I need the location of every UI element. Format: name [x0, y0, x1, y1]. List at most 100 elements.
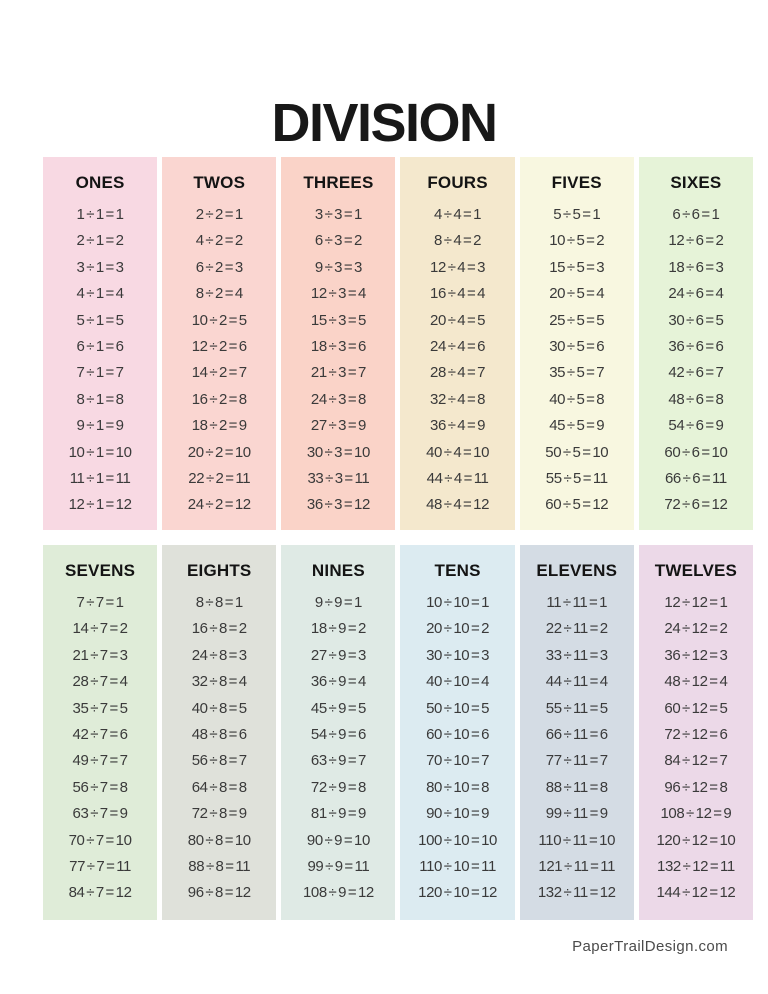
division-fact: 33 ÷ 3 = 11 [307, 470, 370, 488]
division-fact: 88 ÷ 11 = 8 [545, 778, 608, 796]
division-fact: 12 ÷ 3 = 4 [310, 285, 366, 303]
division-fact: 10 ÷ 10 = 1 [426, 594, 490, 611]
division-fact: 45 ÷ 5 = 9 [549, 417, 605, 435]
division-fact: 40 ÷ 4 = 10 [426, 443, 490, 461]
division-fact: 20 ÷ 10 = 2 [426, 620, 490, 638]
division-fact: 108 ÷ 9 = 12 [302, 884, 374, 902]
division-fact: 56 ÷ 8 = 7 [191, 752, 247, 770]
division-fact: 15 ÷ 5 = 3 [549, 258, 605, 276]
division-fact: 9 ÷ 1 = 9 [76, 417, 124, 435]
division-fact: 90 ÷ 10 = 9 [426, 805, 490, 823]
division-fact: 11 ÷ 1 = 11 [69, 470, 131, 488]
division-fact: 8 ÷ 2 = 4 [195, 285, 243, 303]
division-fact: 110 ÷ 11 = 10 [538, 831, 616, 849]
site-credit: PaperTrailDesign.com [572, 938, 728, 955]
division-fact: 4 ÷ 2 = 2 [195, 232, 243, 250]
table-sevens: SEVENS 7 ÷ 7 = 1 14 ÷ 7 = 2 21 ÷ 7 = 3 28 ÷ … [43, 545, 158, 920]
division-fact: 7 ÷ 7 = 1 [76, 594, 124, 611]
table-threes: THREES 3 ÷ 3 = 1 6 ÷ 3 = 2 9 ÷ 3 = 3 12 ÷ 3 … [281, 157, 396, 530]
division-fact: 22 ÷ 11 = 2 [545, 620, 608, 638]
division-fact: 36 ÷ 12 = 3 [664, 646, 728, 664]
division-fact: 15 ÷ 3 = 5 [310, 311, 366, 329]
division-fact: 99 ÷ 11 = 9 [545, 805, 608, 823]
division-fact: 60 ÷ 10 = 6 [426, 726, 490, 744]
division-fact: 7 ÷ 1 = 7 [76, 364, 124, 382]
division-fact: 48 ÷ 12 = 4 [664, 673, 728, 691]
division-fact: 6 ÷ 3 = 2 [314, 232, 362, 250]
division-fact: 27 ÷ 3 = 9 [310, 417, 366, 435]
division-fact: 18 ÷ 9 = 2 [310, 620, 366, 638]
table-title: ONES [75, 173, 125, 192]
table-tens: TENS 10 ÷ 10 = 1 20 ÷ 10 = 2 30 ÷ 10 = 3 40 … [400, 545, 515, 920]
division-fact: 3 ÷ 3 = 1 [314, 206, 362, 223]
table-title: ELEVENS [536, 561, 618, 580]
division-fact: 48 ÷ 4 = 12 [426, 496, 490, 514]
division-fact: 24 ÷ 12 = 2 [664, 620, 728, 638]
division-fact: 30 ÷ 5 = 6 [549, 338, 605, 356]
page-title: DIVISION [271, 93, 498, 154]
division-fact: 66 ÷ 6 = 11 [664, 470, 727, 488]
division-fact: 48 ÷ 6 = 8 [668, 390, 724, 408]
division-fact: 10 ÷ 2 = 5 [191, 311, 247, 329]
division-fact: 60 ÷ 12 = 5 [664, 699, 728, 717]
division-fact: 70 ÷ 7 = 10 [68, 831, 132, 849]
division-fact: 5 ÷ 1 = 5 [76, 311, 124, 329]
division-fact: 9 ÷ 9 = 1 [314, 594, 362, 611]
division-fact: 16 ÷ 4 = 4 [430, 285, 486, 303]
division-fact: 88 ÷ 8 = 11 [188, 858, 251, 876]
division-fact: 32 ÷ 4 = 8 [430, 390, 486, 408]
division-fact: 16 ÷ 2 = 8 [191, 390, 247, 408]
division-fact: 21 ÷ 7 = 3 [72, 646, 128, 664]
division-fact: 110 ÷ 10 = 11 [419, 858, 496, 876]
division-fact: 14 ÷ 2 = 7 [191, 364, 247, 382]
division-fact: 24 ÷ 3 = 8 [310, 390, 366, 408]
division-fact: 96 ÷ 12 = 8 [664, 778, 728, 796]
division-fact: 121 ÷ 11 = 11 [538, 858, 616, 876]
division-fact: 28 ÷ 4 = 7 [430, 364, 486, 382]
division-fact: 21 ÷ 3 = 7 [310, 364, 366, 382]
division-fact: 100 ÷ 10 = 10 [418, 831, 497, 849]
table-title: TWOS [193, 173, 246, 192]
division-fact: 55 ÷ 5 = 11 [545, 470, 608, 488]
table-title: FIVES [551, 173, 602, 192]
division-fact: 72 ÷ 8 = 9 [191, 805, 247, 823]
division-fact: 120 ÷ 10 = 12 [418, 884, 497, 902]
division-fact: 70 ÷ 10 = 7 [426, 752, 490, 770]
division-fact: 60 ÷ 5 = 12 [545, 496, 609, 514]
division-fact: 12 ÷ 2 = 6 [191, 338, 247, 356]
division-fact: 33 ÷ 11 = 3 [545, 646, 608, 664]
division-fact: 108 ÷ 12 = 9 [660, 805, 732, 823]
division-fact: 84 ÷ 7 = 12 [68, 884, 132, 902]
division-fact: 72 ÷ 12 = 6 [664, 726, 728, 744]
division-fact: 10 ÷ 5 = 2 [549, 232, 605, 250]
division-fact: 30 ÷ 10 = 3 [426, 646, 490, 664]
division-fact: 6 ÷ 2 = 3 [195, 258, 243, 276]
division-fact: 50 ÷ 5 = 10 [545, 443, 609, 461]
division-fact: 8 ÷ 1 = 8 [76, 390, 124, 408]
division-fact: 50 ÷ 10 = 5 [426, 699, 490, 717]
division-fact: 4 ÷ 4 = 1 [434, 206, 482, 223]
division-fact: 36 ÷ 6 = 6 [668, 338, 724, 356]
division-fact: 63 ÷ 7 = 9 [72, 805, 128, 823]
division-fact: 27 ÷ 9 = 3 [310, 646, 366, 664]
division-fact: 40 ÷ 10 = 4 [426, 673, 490, 691]
division-fact: 6 ÷ 6 = 1 [672, 206, 720, 223]
division-fact: 12 ÷ 12 = 1 [664, 594, 728, 611]
division-tables-grid: ONES 1 ÷ 1 = 1 2 ÷ 1 = 2 3 ÷ 1 = 3 4 ÷ 1 = 4… [43, 157, 753, 920]
division-fact: 20 ÷ 4 = 5 [430, 311, 486, 329]
division-fact: 63 ÷ 9 = 7 [310, 752, 366, 770]
division-fact: 90 ÷ 9 = 10 [306, 831, 370, 849]
table-title: NINES [311, 561, 365, 580]
division-fact: 1 ÷ 1 = 1 [76, 206, 124, 223]
division-fact: 54 ÷ 6 = 9 [668, 417, 724, 435]
division-fact: 44 ÷ 11 = 4 [545, 673, 608, 691]
division-fact: 77 ÷ 11 = 7 [545, 752, 608, 770]
division-fact: 9 ÷ 3 = 3 [314, 258, 362, 276]
division-fact: 45 ÷ 9 = 5 [310, 699, 366, 717]
division-fact: 132 ÷ 12 = 11 [657, 858, 735, 876]
division-fact: 35 ÷ 7 = 5 [72, 699, 128, 717]
division-fact: 42 ÷ 6 = 7 [668, 364, 724, 382]
division-fact: 5 ÷ 5 = 1 [553, 206, 601, 223]
table-title: EIGHTS [186, 561, 252, 580]
division-fact: 18 ÷ 6 = 3 [668, 258, 724, 276]
